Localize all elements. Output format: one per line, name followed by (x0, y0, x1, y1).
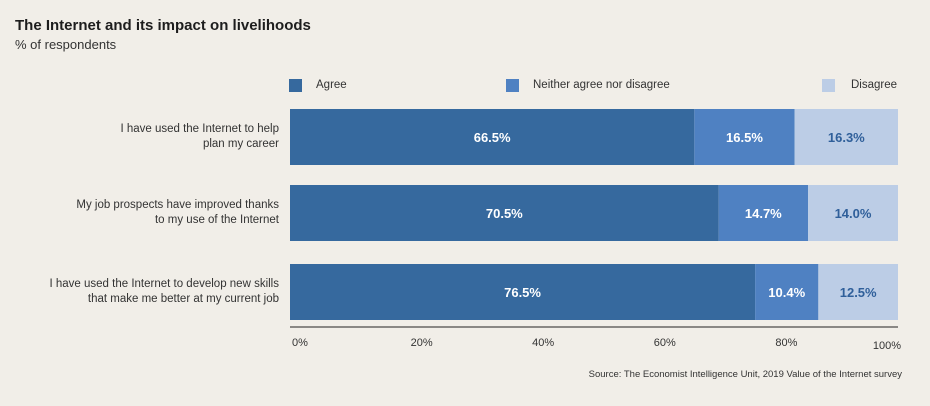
data-label: 12.5% (840, 285, 877, 300)
x-tick-label: 40% (532, 337, 554, 349)
bar-neither (694, 109, 795, 165)
data-label: 10.4% (768, 285, 805, 300)
bar-neither (755, 264, 819, 320)
data-label: 70.5% (486, 206, 523, 221)
chart-subtitle: % of respondents (15, 37, 117, 52)
data-label: 16.3% (828, 130, 865, 145)
data-label: 66.5% (474, 130, 511, 145)
category-label: My job prospects have improved thanks (76, 199, 279, 211)
legend-swatch-agree (289, 79, 302, 92)
bar-agree (290, 264, 756, 320)
source-note: Source: The Economist Intelligence Unit,… (588, 369, 902, 380)
category-label: plan my career (203, 138, 279, 150)
x-tick-label: 100% (873, 340, 901, 352)
x-tick-label: 0% (292, 337, 308, 349)
data-label: 16.5% (726, 130, 763, 145)
legend-swatch-neither (506, 79, 519, 92)
x-tick-label: 20% (411, 337, 433, 349)
legend-label-neither: Neither agree nor disagree (533, 79, 670, 91)
category-label: I have used the Internet to help (120, 123, 279, 135)
category-label: to my use of the Internet (155, 214, 280, 226)
bar-neither (718, 185, 809, 241)
data-label: 14.7% (745, 206, 782, 221)
bar-disagree (818, 264, 898, 320)
legend-label-disagree: Disagree (851, 79, 898, 91)
chart-title: The Internet and its impact on livelihoo… (15, 17, 311, 34)
legend-label-agree: Agree (316, 79, 347, 91)
category-label: I have used the Internet to develop new … (49, 278, 279, 290)
data-label: 76.5% (504, 285, 541, 300)
bar-disagree (808, 185, 898, 241)
data-label: 14.0% (835, 206, 872, 221)
x-tick-label: 60% (654, 337, 676, 349)
legend-swatch-disagree (822, 79, 835, 92)
bar-agree (290, 185, 719, 241)
x-tick-label: 80% (775, 337, 797, 349)
bar-agree (290, 109, 695, 165)
bar-disagree (794, 109, 898, 165)
category-label: that make me better at my current job (88, 293, 279, 305)
